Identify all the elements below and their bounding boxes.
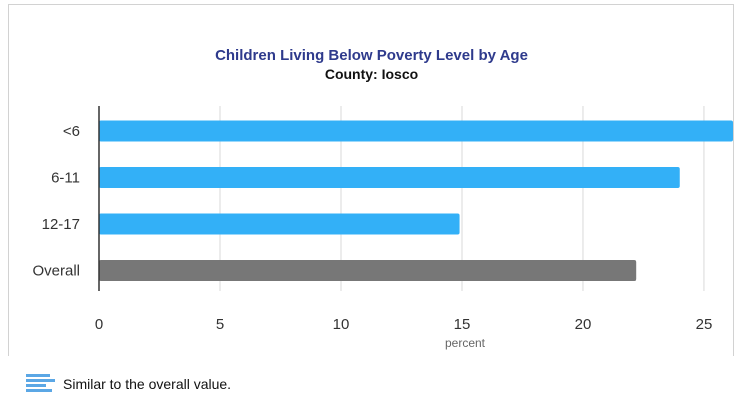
x-tick-label: 15: [454, 316, 471, 333]
bar-chart: 0 5 10 15 20 25 <6 6-11 12-17 Overall percent: [32, 106, 733, 350]
x-axis-title: percent: [445, 336, 486, 350]
bar-12-17[interactable]: [99, 213, 460, 235]
bar--6[interactable]: [99, 120, 733, 142]
x-tick-label: 10: [333, 316, 350, 333]
legend: Similar to the overall value.: [25, 372, 231, 396]
chart-frame: [8, 4, 734, 356]
x-tick-label: 25: [696, 316, 713, 333]
x-tick-label: 20: [575, 316, 592, 333]
bar-6-11[interactable]: [99, 167, 680, 188]
bar-overall[interactable]: [99, 260, 637, 281]
chart-subtitle: County: Iosco: [324, 66, 419, 82]
y-tick-label: 6-11: [51, 170, 80, 187]
chart-title: Children Living Below Poverty Level by A…: [215, 47, 528, 64]
y-tick-label: Overall: [32, 263, 80, 280]
x-tick-label: 5: [216, 316, 224, 333]
y-tick-label: <6: [63, 123, 80, 140]
legend-label: Similar to the overall value.: [63, 376, 232, 392]
x-tick-label: 0: [95, 316, 103, 333]
y-tick-label: 12-17: [42, 216, 80, 233]
similar-value-bars-icon: [26, 374, 55, 392]
